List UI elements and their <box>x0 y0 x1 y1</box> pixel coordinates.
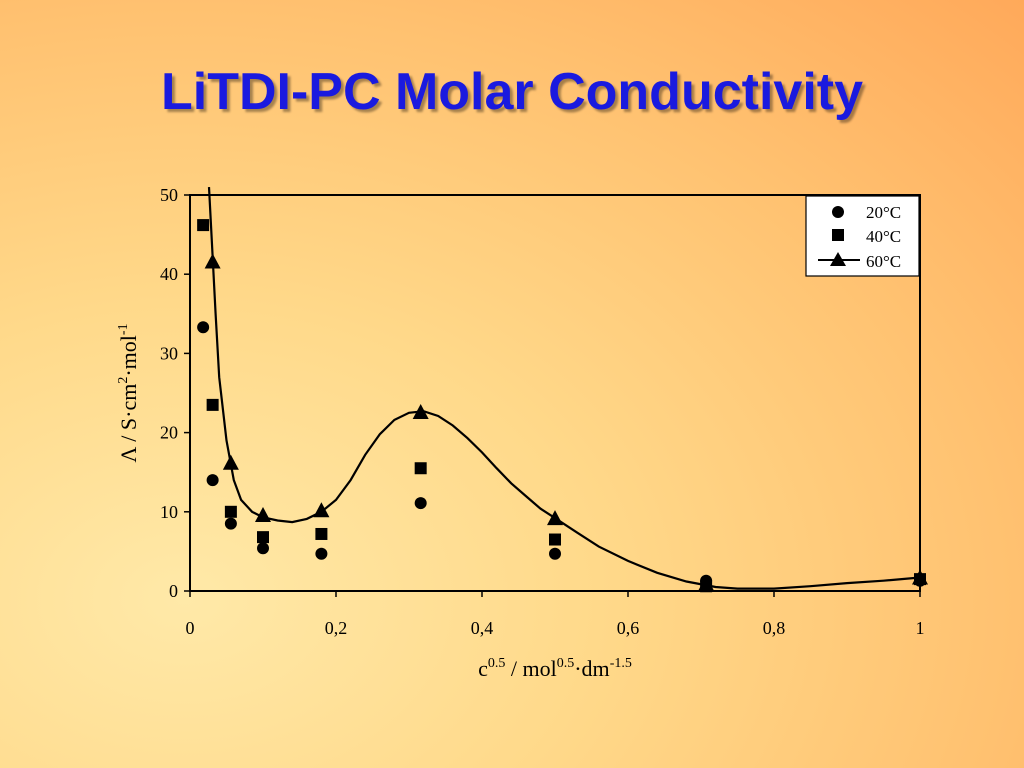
legend-box <box>805 195 920 277</box>
point-40c <box>414 462 427 475</box>
x-tick-label: 0 <box>186 618 195 638</box>
y-tick-label: 40 <box>160 264 178 284</box>
legend-label-60c: 60°C <box>866 252 901 271</box>
point-60c <box>698 575 715 591</box>
legend-marker-20c <box>832 206 844 218</box>
y-axis: 0 10 20 30 40 50 <box>160 185 190 601</box>
point-20c <box>197 321 210 334</box>
point-20c <box>549 547 561 560</box>
point-40c <box>197 219 210 232</box>
legend-marker-40c <box>832 229 844 241</box>
x-axis-title: c0.5 / mol0.5·dm-1.5 <box>478 656 632 681</box>
x-axis: 0 0,2 0,4 0,6 0,8 1 <box>186 591 925 638</box>
x-tick-label: 0,6 <box>617 618 640 638</box>
x-tick-label: 0,2 <box>325 618 348 638</box>
point-40c <box>206 398 219 411</box>
y-tick-label: 30 <box>160 343 178 363</box>
point-60c <box>222 454 239 470</box>
y-tick-label: 0 <box>169 581 178 601</box>
slide-title: LiTDI-PC Molar Conductivity <box>161 63 863 121</box>
point-40c <box>224 505 237 518</box>
point-20c <box>206 474 219 487</box>
point-40c <box>549 533 561 546</box>
point-60c <box>547 510 563 526</box>
point-40c <box>315 527 328 540</box>
plot-area <box>189 194 921 592</box>
y-tick-label: 10 <box>160 502 178 522</box>
point-60c <box>313 502 330 518</box>
point-40c <box>257 531 269 544</box>
x-tick-label: 1 <box>916 618 925 638</box>
legend: 20°C 40°C 60°C <box>805 195 920 277</box>
point-20c <box>224 517 237 530</box>
y-axis-title: Λ / S·cm2·mol-1 <box>116 323 141 462</box>
series-60c-curve <box>207 187 921 590</box>
point-60c <box>412 404 429 420</box>
y-tick-label: 50 <box>160 185 178 205</box>
y-tick-label: 20 <box>160 423 178 443</box>
data-markers <box>197 219 928 593</box>
legend-label-20c: 20°C <box>866 203 901 222</box>
legend-marker-60c <box>830 252 846 266</box>
point-20c <box>315 547 328 560</box>
point-60c <box>255 506 271 522</box>
point-20c <box>257 542 269 555</box>
point-60c <box>912 569 928 585</box>
x-tick-label: 0,8 <box>763 618 786 638</box>
point-20c <box>414 497 427 510</box>
x-tick-label: 0,4 <box>471 618 494 638</box>
point-60c <box>204 253 221 269</box>
legend-label-40c: 40°C <box>866 227 901 246</box>
